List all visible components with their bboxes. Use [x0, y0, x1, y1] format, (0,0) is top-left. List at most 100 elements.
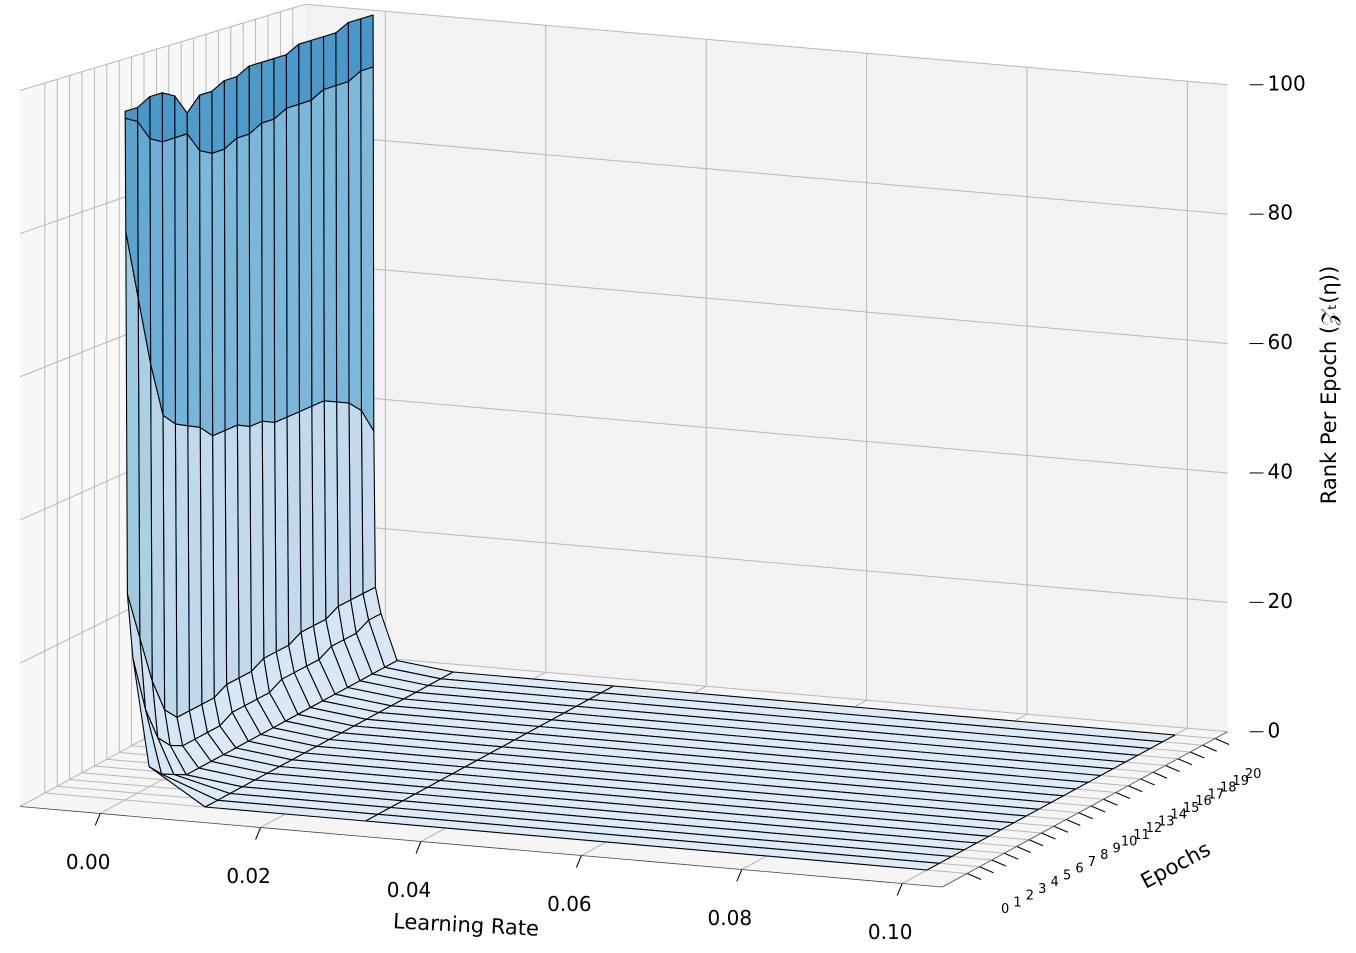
- x-tick: [575, 855, 582, 868]
- surface-face: [199, 426, 215, 705]
- y-tick: [1066, 819, 1081, 826]
- y-tick-label: 7: [1088, 855, 1096, 870]
- x-axis-label: Learning Rate: [393, 909, 540, 941]
- surface-face: [298, 99, 313, 413]
- x-tick: [736, 869, 743, 882]
- surface-face: [347, 70, 362, 412]
- grid-line: [305, 133, 1228, 215]
- y-tick: [1041, 832, 1056, 840]
- z-tick-label: 40: [1268, 459, 1293, 483]
- surface-face: [161, 137, 176, 425]
- surface-face: [248, 122, 263, 428]
- y-tick: [1152, 771, 1168, 779]
- surface-face: [323, 85, 338, 403]
- surface-face: [285, 43, 300, 109]
- surface-face: [150, 363, 166, 711]
- surface-face: [261, 420, 277, 659]
- surface-face: [365, 813, 940, 871]
- y-tick-label: 10: [1121, 835, 1138, 850]
- x-tick-label: 0.06: [547, 892, 592, 916]
- grid-line: [305, 650, 1228, 733]
- y-tick: [1090, 805, 1106, 813]
- x-tick-label: 0.08: [708, 906, 753, 930]
- surface: [124, 14, 1176, 871]
- y-tick-label: 12: [1146, 821, 1163, 836]
- y-tick-label: 14: [1170, 808, 1187, 823]
- y-tick: [1128, 785, 1143, 793]
- surface-face: [298, 39, 312, 105]
- y-tick-label: 19: [1232, 774, 1249, 789]
- y-tick: [991, 859, 1007, 867]
- surface-face: [174, 423, 190, 718]
- surface-face: [211, 148, 226, 437]
- z-tick-label: 100: [1268, 71, 1306, 95]
- surface-face: [260, 57, 275, 124]
- surface-face: [212, 429, 228, 699]
- y-tick: [1214, 738, 1230, 745]
- x-tick: [896, 883, 903, 896]
- x-tick: [255, 827, 262, 840]
- y-tick: [1177, 758, 1193, 766]
- y-tick-label: 8: [1100, 848, 1108, 863]
- y-tick-label: 16: [1195, 794, 1212, 809]
- surface-face: [348, 402, 364, 601]
- z-axis-label: Rank Per Epoch (𝒵ₜ(η)): [1317, 266, 1341, 505]
- surface-face: [261, 118, 276, 424]
- surface-face: [236, 424, 252, 679]
- x-tick-label: 0.04: [387, 878, 432, 902]
- surface-face: [236, 65, 250, 139]
- surface-face: [248, 61, 263, 135]
- y-tick-label: 6: [1075, 862, 1083, 877]
- grid-line: [19, 3, 306, 91]
- surface-face: [273, 107, 288, 424]
- surface-face: [236, 133, 251, 428]
- surface-face: [323, 400, 339, 620]
- surface-face: [274, 416, 290, 653]
- y-tick: [1078, 812, 1093, 820]
- surface-face: [174, 133, 189, 427]
- y-tick: [1053, 825, 1069, 833]
- x-tick-label: 0.00: [66, 850, 111, 874]
- axes: 0.000.020.040.060.080.100 1 2 3 4 5 6 7 8 9 101112…: [19, 71, 1306, 944]
- y-axis-label: Epochs: [1137, 837, 1215, 894]
- grid-line: [305, 3, 1228, 86]
- y-tick-label: 13: [1158, 814, 1175, 829]
- surface-face: [298, 405, 314, 633]
- y-tick-label: 17: [1208, 787, 1225, 802]
- y-tick: [966, 873, 982, 880]
- y-tick: [979, 866, 994, 874]
- surface-face: [187, 425, 203, 712]
- grid-line: [305, 391, 1228, 474]
- y-tick-label: 1: [1013, 895, 1021, 910]
- surface-face: [149, 92, 163, 143]
- y-tick-label: 11: [1133, 828, 1150, 843]
- y-tick-label: 9: [1113, 841, 1121, 856]
- axis-line: [19, 806, 943, 888]
- surface-face: [360, 66, 375, 432]
- z-tick-label: 20: [1268, 589, 1293, 613]
- surface-face: [161, 92, 176, 143]
- y-tick-label: 2: [1026, 889, 1034, 904]
- surface-face: [186, 133, 201, 428]
- surface-face: [322, 32, 337, 91]
- y-tick: [1115, 792, 1131, 799]
- surface-face: [223, 137, 238, 432]
- surface-face: [223, 76, 238, 150]
- y-tick-label: 3: [1038, 882, 1046, 897]
- y-tick: [1190, 751, 1205, 759]
- y-tick: [1016, 846, 1031, 853]
- grid-line: [305, 521, 1228, 603]
- surface-face: [285, 103, 300, 418]
- surface-face: [311, 400, 327, 627]
- y-tick: [1028, 839, 1044, 847]
- surface-face: [360, 410, 376, 595]
- y-tick-label: 5: [1063, 868, 1071, 883]
- surface-face: [335, 21, 349, 87]
- surface-face: [125, 231, 141, 639]
- y-tick: [1103, 798, 1118, 806]
- surface-face: [286, 411, 302, 646]
- surface-face: [249, 420, 265, 673]
- surface-face: [162, 414, 178, 718]
- y-tick: [1202, 744, 1217, 752]
